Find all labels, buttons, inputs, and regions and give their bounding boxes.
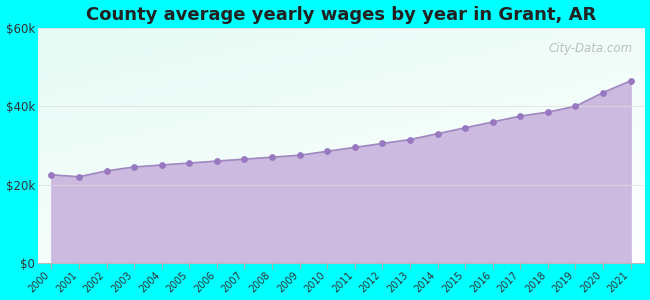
Point bbox=[212, 159, 222, 164]
Point bbox=[598, 90, 608, 95]
Point bbox=[157, 163, 167, 167]
Point bbox=[73, 174, 84, 179]
Point bbox=[515, 114, 525, 118]
Point bbox=[129, 165, 139, 170]
Point bbox=[377, 141, 387, 146]
Point bbox=[405, 137, 415, 142]
Point bbox=[267, 155, 278, 160]
Point bbox=[350, 145, 360, 150]
Point bbox=[239, 157, 250, 161]
Point bbox=[570, 104, 580, 109]
Title: County average yearly wages by year in Grant, AR: County average yearly wages by year in G… bbox=[86, 6, 596, 24]
Point bbox=[294, 153, 305, 158]
Point bbox=[101, 169, 112, 173]
Point bbox=[460, 125, 471, 130]
Text: City-Data.com: City-Data.com bbox=[548, 42, 632, 55]
Point bbox=[543, 110, 553, 115]
Point bbox=[488, 119, 498, 124]
Point bbox=[625, 78, 636, 83]
Point bbox=[46, 172, 57, 177]
Point bbox=[184, 160, 194, 165]
Point bbox=[432, 131, 443, 136]
Point bbox=[322, 149, 332, 154]
